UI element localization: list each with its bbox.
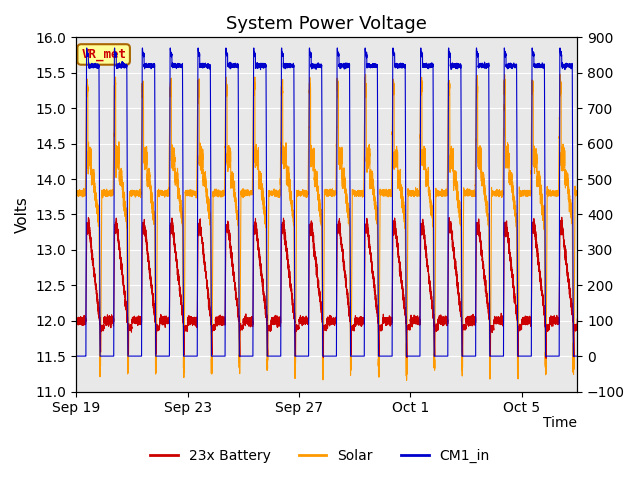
Text: VR_met: VR_met [81,48,126,61]
Legend: 23x Battery, Solar, CM1_in: 23x Battery, Solar, CM1_in [145,443,495,468]
X-axis label: Time: Time [543,416,577,431]
Title: System Power Voltage: System Power Voltage [227,15,427,33]
Y-axis label: Volts: Volts [15,196,30,233]
